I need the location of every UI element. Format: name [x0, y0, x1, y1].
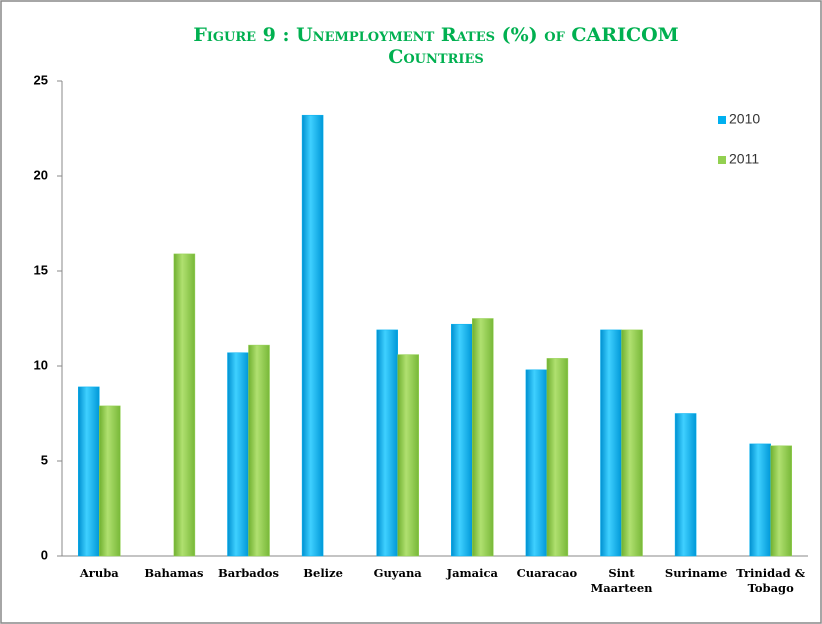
- chart-title: Figure 9 : Unemployment Rates (%) of CAR…: [193, 24, 678, 68]
- bar: [621, 329, 643, 557]
- legend-label: 2011: [729, 151, 759, 167]
- bar: [674, 413, 697, 557]
- bar: [301, 114, 324, 557]
- x-tick-label: Guyana: [374, 566, 423, 580]
- y-tick-label: 10: [34, 357, 48, 372]
- y-tick-label: 20: [34, 167, 48, 182]
- bar: [227, 352, 249, 557]
- y-tick-label: 15: [34, 262, 48, 277]
- y-tick-label: 5: [41, 452, 48, 467]
- bar: [248, 344, 270, 557]
- x-tick-label: Barbados: [218, 566, 279, 580]
- bar: [451, 323, 473, 557]
- x-tick-label: Jamaica: [446, 566, 499, 580]
- y-tick-label: 25: [34, 72, 48, 87]
- bar: [173, 253, 196, 557]
- x-tick-label: Belize: [303, 566, 343, 580]
- bar: [99, 405, 121, 557]
- bar: [600, 329, 622, 557]
- legend-label: 2010: [729, 111, 760, 127]
- bar: [546, 358, 569, 557]
- bar: [376, 329, 398, 557]
- legend-swatch: [718, 156, 726, 164]
- x-tick-label: Suriname: [665, 566, 727, 580]
- bar: [525, 369, 548, 557]
- x-tick-label: Cuaracao: [517, 566, 578, 580]
- bar: [472, 318, 494, 557]
- x-tick-label: Aruba: [79, 566, 119, 580]
- legend-swatch: [718, 116, 726, 124]
- bar: [397, 354, 419, 557]
- x-tick-label: Trinidad & Tobago: [736, 566, 805, 595]
- bar: [749, 443, 771, 557]
- x-tick-label: Sint Maarteen: [591, 566, 654, 595]
- x-tick-label: Bahamas: [144, 566, 203, 580]
- bar: [78, 386, 100, 557]
- bar: [770, 445, 792, 557]
- y-tick-label: 0: [41, 547, 48, 562]
